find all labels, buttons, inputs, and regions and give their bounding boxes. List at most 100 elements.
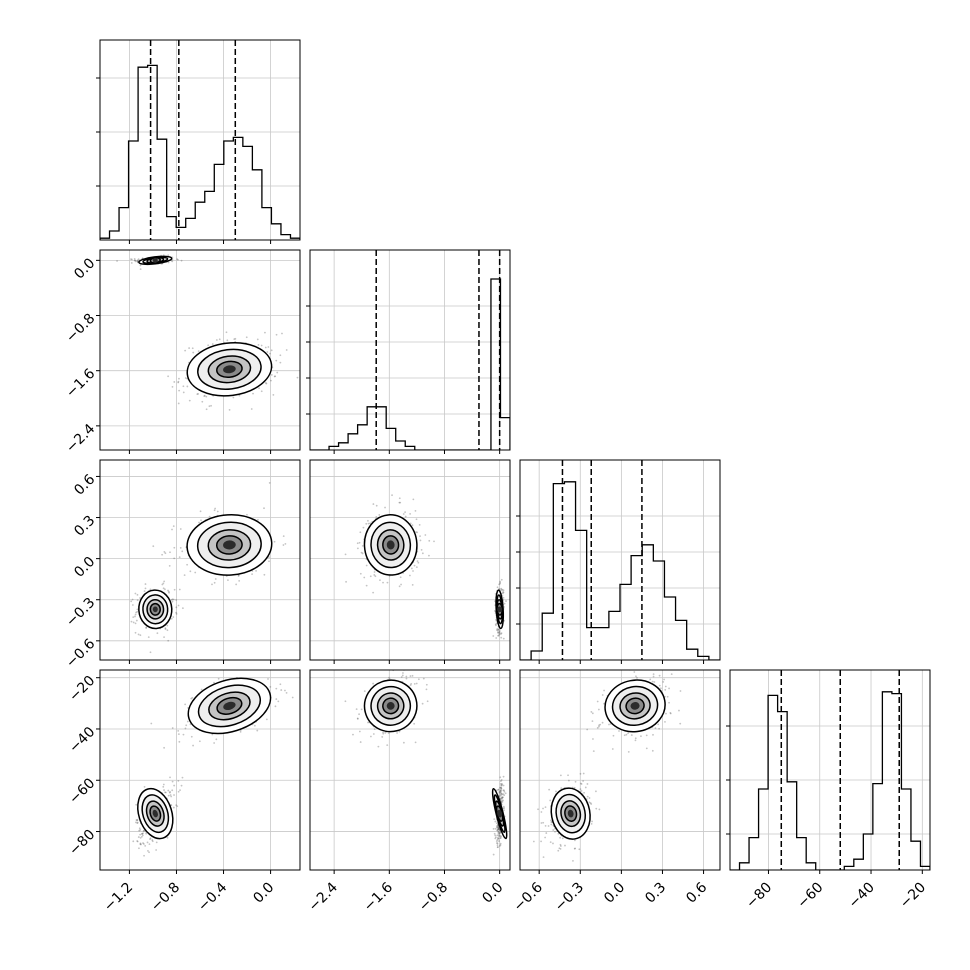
density-contour xyxy=(386,702,395,710)
sample-point xyxy=(345,580,347,583)
sample-point xyxy=(678,709,680,712)
sample-point xyxy=(421,667,423,669)
y-tick-label: −0.6 xyxy=(63,636,98,671)
sample-point xyxy=(497,629,499,632)
sample-point xyxy=(142,832,144,835)
sample-point xyxy=(257,343,260,346)
sample-point xyxy=(163,636,165,638)
sample-point xyxy=(579,772,582,775)
sample-point xyxy=(381,736,384,738)
sample-point xyxy=(404,511,406,514)
sample-point xyxy=(494,827,497,830)
y-tick-label: 0.0 xyxy=(71,554,98,581)
sample-point xyxy=(190,697,193,700)
sample-point xyxy=(173,794,175,796)
sample-point xyxy=(176,258,179,261)
density-contour xyxy=(223,701,236,711)
sample-point xyxy=(601,694,604,696)
sample-point xyxy=(136,599,139,602)
sample-point xyxy=(502,799,504,802)
sample-point xyxy=(499,582,501,585)
sample-point xyxy=(409,522,412,525)
sample-point xyxy=(369,575,372,578)
sample-point xyxy=(492,853,495,856)
sample-point xyxy=(417,561,420,564)
sample-point xyxy=(398,501,401,504)
sample-point xyxy=(181,607,184,610)
sample-point xyxy=(164,588,166,591)
sample-point xyxy=(582,772,585,775)
sample-point xyxy=(559,774,562,777)
sample-point xyxy=(182,385,185,388)
sample-point xyxy=(167,794,170,797)
sample-point xyxy=(239,730,242,733)
sample-point xyxy=(545,832,548,834)
sample-point xyxy=(344,553,347,556)
sample-point xyxy=(352,733,354,736)
sample-point xyxy=(138,847,140,850)
sample-point xyxy=(270,374,273,376)
sample-point xyxy=(235,583,238,586)
sample-point xyxy=(273,375,276,378)
sample-point xyxy=(502,784,505,787)
sample-point xyxy=(143,785,146,788)
sample-point xyxy=(634,739,637,742)
sample-point xyxy=(591,720,594,723)
sample-point xyxy=(170,804,173,806)
sample-point xyxy=(162,587,165,590)
sample-point xyxy=(501,797,504,799)
sample-point xyxy=(498,832,501,835)
sample-point xyxy=(384,506,386,509)
sample-point xyxy=(155,849,158,851)
sample-point xyxy=(264,346,267,349)
sample-point xyxy=(398,585,401,588)
density-contour xyxy=(630,702,640,710)
sample-point xyxy=(205,408,208,411)
sample-point xyxy=(136,593,139,596)
sample-point xyxy=(645,734,648,737)
sample-point xyxy=(493,832,496,835)
sample-point xyxy=(132,621,135,624)
sample-point xyxy=(363,690,366,693)
sample-point xyxy=(179,528,182,530)
sample-point xyxy=(134,615,136,618)
sample-point xyxy=(196,393,199,396)
sample-point xyxy=(139,634,142,637)
sample-point xyxy=(497,837,500,840)
sample-point xyxy=(412,498,415,501)
sample-point xyxy=(142,830,145,832)
x-tick-label: −80 xyxy=(743,880,775,912)
sample-point xyxy=(131,258,133,261)
sample-point xyxy=(191,347,194,350)
sample-point xyxy=(211,583,213,586)
sample-point xyxy=(151,840,154,843)
sample-point xyxy=(395,663,397,665)
sample-point xyxy=(182,733,185,736)
sample-point xyxy=(136,259,139,262)
sample-point xyxy=(502,589,505,592)
sample-point xyxy=(388,676,391,679)
sample-point xyxy=(500,784,503,787)
scatter-panel-1-0: −2.4 −1.6 −0.8 0.0 xyxy=(63,249,301,456)
sample-point xyxy=(136,610,139,613)
sample-point xyxy=(177,729,180,732)
sample-point xyxy=(498,631,501,634)
sample-point xyxy=(492,635,495,637)
sample-point xyxy=(367,721,369,724)
sample-point xyxy=(134,613,137,616)
sample-point xyxy=(496,838,499,841)
sample-point xyxy=(498,835,500,838)
sample-point xyxy=(652,675,655,678)
sample-point xyxy=(146,841,149,844)
sample-point xyxy=(192,744,194,747)
sample-point xyxy=(552,829,555,831)
sample-point xyxy=(171,600,174,603)
sample-point xyxy=(497,831,500,833)
sample-point xyxy=(503,602,506,605)
sample-point xyxy=(574,780,577,783)
panel-frame xyxy=(99,39,301,241)
y-tick-label: 0.0 xyxy=(71,255,98,282)
sample-point xyxy=(504,792,507,795)
sample-point xyxy=(559,848,562,850)
sample-point xyxy=(410,567,413,570)
